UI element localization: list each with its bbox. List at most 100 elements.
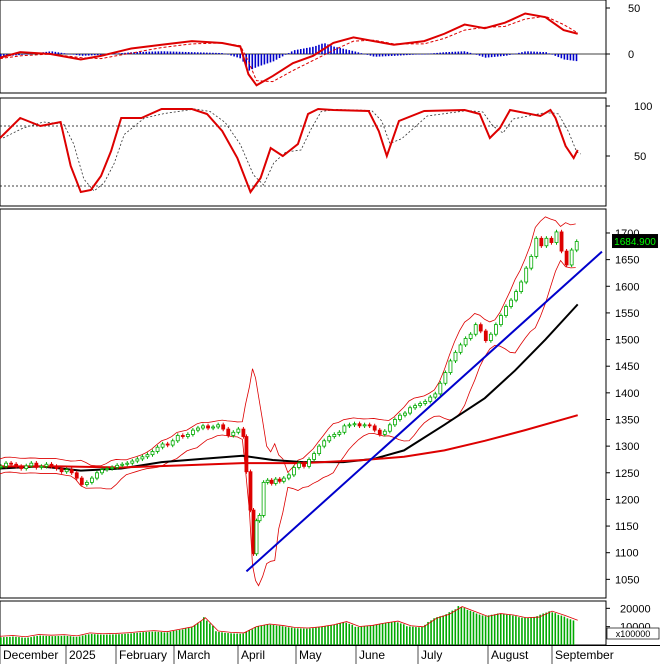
macd-histogram-bar — [206, 52, 208, 54]
ma-black-line — [0, 303, 579, 472]
macd-histogram-bar — [90, 54, 93, 56]
volume-bar — [130, 633, 132, 645]
macd-histogram-bar — [215, 52, 217, 54]
candle-body — [24, 465, 29, 469]
bollinger-lower — [0, 259, 576, 587]
volume-bar — [393, 621, 396, 645]
candle-body — [257, 515, 262, 522]
macd-histogram-bar — [51, 51, 54, 54]
candle-body — [453, 351, 458, 362]
volume-bar — [493, 614, 496, 645]
candle-body — [468, 333, 473, 339]
macd-histogram-bar — [196, 52, 199, 54]
macd-histogram-bar — [139, 51, 141, 54]
candle-body — [160, 443, 165, 448]
price-tick-label: 1450 — [615, 361, 639, 373]
volume-bar — [351, 624, 354, 645]
macd-histogram-bar — [554, 54, 557, 56]
volume-bar — [133, 632, 135, 645]
volume-bar — [145, 631, 148, 645]
macd-tick-label: 0 — [628, 49, 634, 61]
candle-body — [403, 412, 407, 416]
macd-histogram-bar — [521, 52, 523, 54]
macd-histogram-bar — [263, 54, 266, 65]
candle-body — [261, 481, 266, 516]
stoch-tick-label: 100 — [634, 101, 652, 113]
candle-body — [180, 435, 185, 437]
volume-bar — [460, 607, 463, 645]
volume-bar — [124, 633, 126, 645]
macd-histogram-bar — [536, 51, 538, 54]
macd-histogram-bar — [60, 52, 63, 54]
macd-histogram-bar — [266, 54, 269, 64]
volume-bar — [175, 630, 178, 645]
macd-histogram-bar — [463, 51, 466, 54]
candle-body — [307, 459, 311, 467]
macd-histogram-bar — [227, 54, 229, 55]
volume-bar — [163, 632, 166, 645]
macd-histogram-bar — [460, 51, 463, 54]
volume-bar — [402, 624, 405, 645]
volume-bar — [121, 634, 123, 645]
macd-histogram-bar — [315, 45, 317, 54]
price-tick-label: 1600 — [615, 281, 639, 293]
macd-histogram-bar — [142, 51, 145, 54]
volume-bar — [481, 615, 484, 645]
volume-bar — [457, 606, 460, 645]
volume-bar — [206, 620, 208, 645]
macd-histogram-bar — [245, 54, 248, 67]
volume-bar — [375, 624, 378, 645]
volume-bar — [24, 637, 26, 645]
macd-histogram-bar — [490, 54, 493, 58]
candle-body — [534, 237, 539, 257]
candle-body — [95, 472, 99, 479]
candle-body — [327, 436, 332, 442]
volume-bar — [87, 634, 90, 645]
candle-body — [150, 451, 155, 456]
volume-bar — [157, 631, 160, 645]
macd-histogram-bar — [24, 54, 26, 55]
macd-histogram-bar — [118, 53, 120, 54]
candle-body — [54, 465, 59, 469]
volume-bar — [254, 627, 257, 645]
macd-histogram-bar — [466, 51, 469, 54]
macd-histogram-bar — [442, 52, 444, 54]
macd-histogram-bar — [548, 53, 551, 54]
price-tick-label: 1150 — [615, 521, 639, 533]
candle-body — [84, 481, 89, 485]
macd-histogram-bar — [402, 54, 405, 56]
candle-body — [337, 431, 342, 435]
volume-bar — [396, 622, 399, 645]
volume-bar — [230, 633, 232, 645]
volume-bar — [154, 631, 157, 645]
candle-body — [438, 382, 443, 395]
candle-body — [377, 429, 382, 435]
candle-body — [105, 468, 109, 470]
candle-body — [231, 431, 236, 436]
candle-body — [493, 324, 498, 335]
volume-bar — [199, 621, 202, 645]
volume-bar — [151, 631, 154, 645]
volume-bar — [251, 629, 254, 645]
candle-body — [254, 520, 259, 555]
macd-histogram-bar — [209, 52, 211, 54]
candle-body — [44, 463, 49, 467]
macd-histogram-bar — [448, 51, 451, 54]
volume-bar — [530, 617, 532, 645]
x-axis-label: May — [299, 648, 322, 662]
volume-bar — [296, 628, 299, 645]
macd-panel-frame — [0, 0, 607, 94]
candle-body — [145, 454, 150, 458]
candle-body — [206, 425, 210, 429]
volume-bar — [212, 625, 214, 645]
macd-histogram-bar — [239, 54, 241, 59]
volume-bar — [336, 623, 338, 645]
volume-bar — [181, 629, 184, 645]
candle-body — [120, 463, 125, 466]
macd-histogram-bar — [378, 54, 381, 57]
volume-bar — [502, 614, 505, 645]
volume-bar — [263, 624, 266, 645]
macd-histogram-bar — [260, 54, 263, 66]
candle-body — [443, 372, 448, 384]
macd-histogram-bar — [221, 53, 223, 54]
